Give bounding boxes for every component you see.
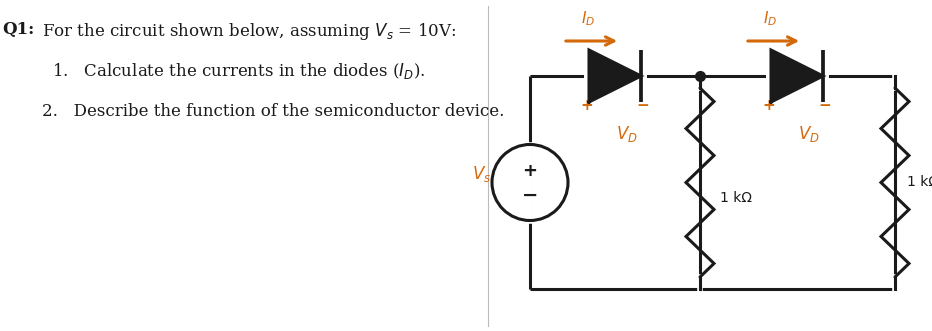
- Text: +: +: [581, 99, 594, 114]
- Text: 1.   Calculate the currents in the diodes ($I_D$).: 1. Calculate the currents in the diodes …: [52, 61, 425, 81]
- Text: −: −: [637, 99, 650, 114]
- Text: For the circuit shown below, assuming $V_s$ = 10V:: For the circuit shown below, assuming $V…: [42, 21, 456, 42]
- Polygon shape: [589, 50, 641, 102]
- Text: 1 kΩ: 1 kΩ: [720, 191, 752, 205]
- Text: $V_s$: $V_s$: [473, 165, 491, 184]
- Text: $V_D$: $V_D$: [798, 124, 820, 144]
- Text: Q1:: Q1:: [2, 21, 34, 38]
- Polygon shape: [771, 50, 823, 102]
- Text: $I_D$: $I_D$: [763, 9, 777, 28]
- Text: +: +: [523, 162, 538, 179]
- Text: $I_D$: $I_D$: [581, 9, 596, 28]
- Text: 1 kΩ: 1 kΩ: [907, 175, 932, 190]
- Text: 2.   Describe the function of the semiconductor device.: 2. Describe the function of the semicond…: [42, 103, 504, 120]
- Text: +: +: [762, 99, 775, 114]
- Text: $V_D$: $V_D$: [616, 124, 637, 144]
- Text: −: −: [522, 186, 538, 205]
- Text: −: −: [818, 99, 831, 114]
